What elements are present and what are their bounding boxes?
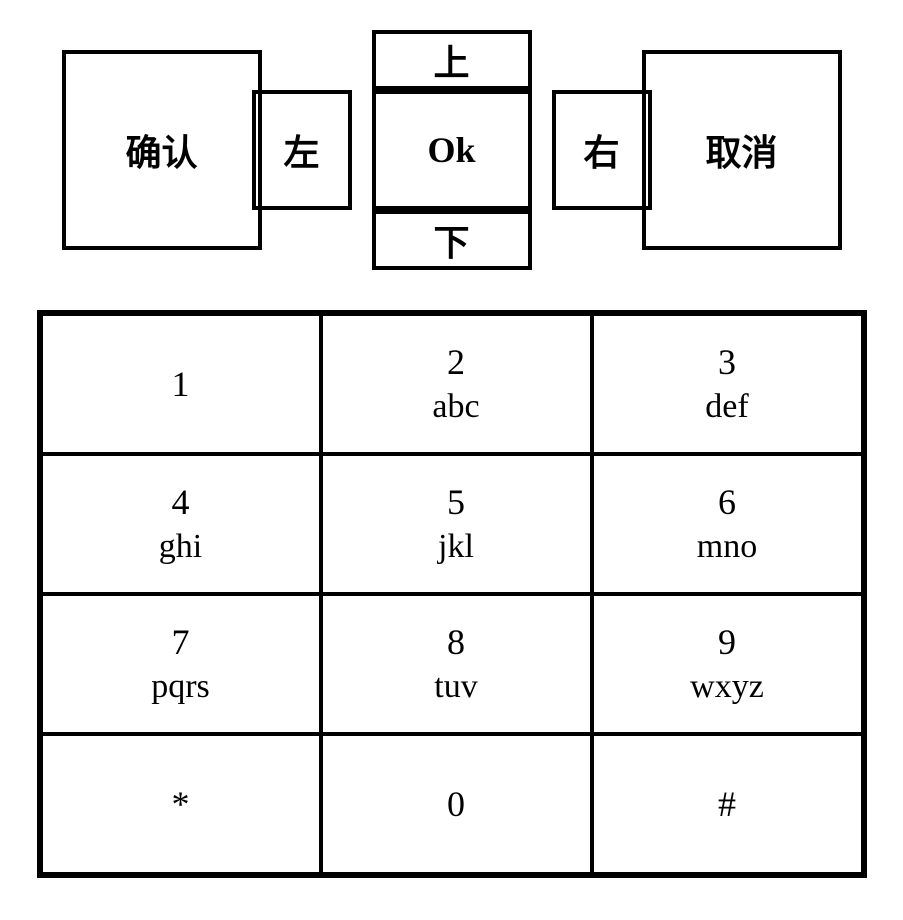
key-letters: pqrs <box>151 665 210 709</box>
key-num: 1 <box>172 361 190 408</box>
key-num: # <box>718 781 736 828</box>
key-hash[interactable]: # <box>592 734 863 874</box>
key-5[interactable]: 5jkl <box>321 454 592 594</box>
key-2[interactable]: 2abc <box>321 314 592 454</box>
confirm-button[interactable]: 确认 <box>62 50 262 250</box>
numeric-keypad: 1 2abc 3def 4ghi 5jkl 6mno 7pqrs 8tuv 9w… <box>37 310 867 878</box>
left-label: 左 <box>283 124 319 176</box>
key-letters: def <box>705 385 748 429</box>
key-letters: mno <box>697 525 757 569</box>
up-button[interactable]: 上 <box>372 30 532 90</box>
key-3[interactable]: 3def <box>592 314 863 454</box>
right-label: 右 <box>583 124 619 176</box>
key-num: 2 <box>447 339 465 386</box>
key-num: 6 <box>718 479 736 526</box>
key-letters: ghi <box>159 525 202 569</box>
key-num: 5 <box>447 479 465 526</box>
key-num: * <box>172 781 190 828</box>
key-letters: jkl <box>438 525 474 569</box>
key-num: 4 <box>172 479 190 526</box>
ok-label: Ok <box>427 129 475 171</box>
key-4[interactable]: 4ghi <box>41 454 321 594</box>
dpad-center: 上 Ok 下 <box>372 30 532 270</box>
key-9[interactable]: 9wxyz <box>592 594 863 734</box>
key-1[interactable]: 1 <box>41 314 321 454</box>
left-button[interactable]: 左 <box>252 90 352 210</box>
down-label: 下 <box>433 214 469 266</box>
cancel-label: 取消 <box>705 124 777 176</box>
down-button[interactable]: 下 <box>372 210 532 270</box>
dpad-container: 左 上 Ok 下 右 <box>262 30 642 270</box>
key-8[interactable]: 8tuv <box>321 594 592 734</box>
key-letters: tuv <box>434 665 477 709</box>
confirm-label: 确认 <box>125 124 197 176</box>
key-letters: wxyz <box>690 665 764 709</box>
key-num: 3 <box>718 339 736 386</box>
key-num: 9 <box>718 619 736 666</box>
cancel-button[interactable]: 取消 <box>642 50 842 250</box>
key-star[interactable]: * <box>41 734 321 874</box>
key-num: 7 <box>172 619 190 666</box>
key-num: 8 <box>447 619 465 666</box>
right-button[interactable]: 右 <box>552 90 652 210</box>
up-label: 上 <box>433 34 469 86</box>
key-letters: abc <box>432 385 479 429</box>
ok-button[interactable]: Ok <box>372 90 532 210</box>
key-num: 0 <box>447 781 465 828</box>
key-7[interactable]: 7pqrs <box>41 594 321 734</box>
key-0[interactable]: 0 <box>321 734 592 874</box>
navigation-cluster: 确认 左 上 Ok 下 右 取消 <box>30 30 873 270</box>
key-6[interactable]: 6mno <box>592 454 863 594</box>
